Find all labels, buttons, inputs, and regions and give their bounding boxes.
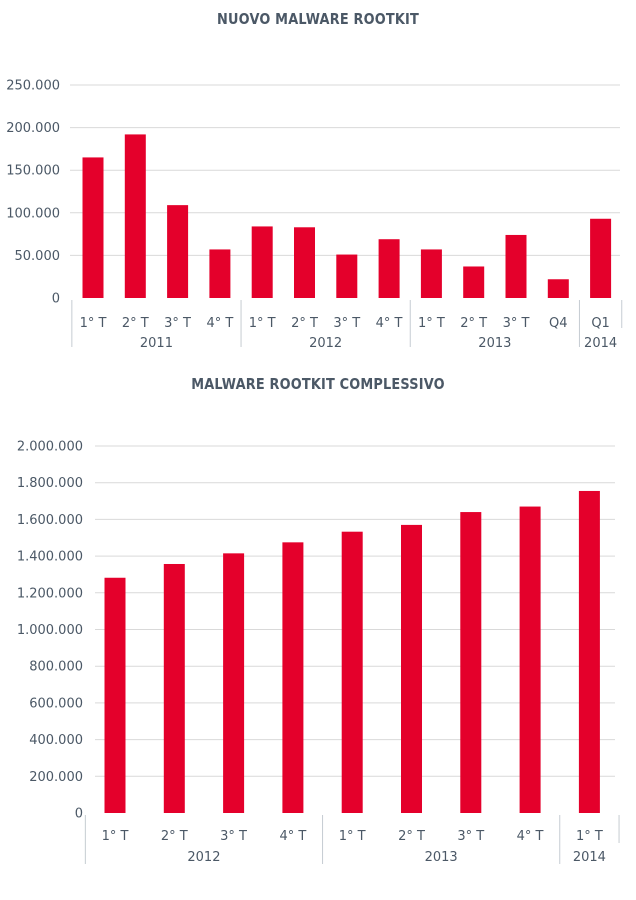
x-tick-label: 1° T <box>249 316 276 331</box>
bar <box>460 512 482 813</box>
bar <box>378 239 400 298</box>
y-tick-label: 1.200.000 <box>17 586 83 601</box>
x-tick-label: Q1 <box>591 316 610 331</box>
y-tick-label: 0 <box>52 292 60 307</box>
x-tick-label: 1° T <box>339 829 366 844</box>
chart-title-new-rootkit: NUOVO MALWARE ROOTKIT <box>217 10 419 28</box>
y-tick-label: 100.000 <box>6 206 60 221</box>
y-tick-label: 800.000 <box>29 660 83 675</box>
y-tick-label: 1.400.000 <box>17 550 83 565</box>
chart-title-total-rootkit: MALWARE ROOTKIT COMPLESSIVO <box>191 375 445 393</box>
chart-total-rootkit: 0 200.000 400.000 600.000 800.000 1.000.000 1.… <box>17 440 620 865</box>
bar <box>463 266 485 298</box>
bar <box>505 234 527 298</box>
x-group-label: 2012 <box>187 850 220 865</box>
bar <box>420 249 442 298</box>
x-tick-label: 1° T <box>102 829 129 844</box>
x-tick-label: 3° T <box>457 829 484 844</box>
y-tick-label: 1.600.000 <box>17 513 83 528</box>
x-tick-label: 2° T <box>122 316 149 331</box>
y-tick-label: 1.800.000 <box>17 476 83 491</box>
bar <box>282 542 304 813</box>
y-tick-label: 50.000 <box>15 249 61 264</box>
bar <box>336 254 358 298</box>
x-tick-label: 4° T <box>376 316 403 331</box>
x-tick-label: 1° T <box>576 829 603 844</box>
x-group-label: 2014 <box>573 850 606 865</box>
bar <box>547 279 569 298</box>
chart-new-rootkit: 0 50.000 100.000 150.000 200.000 250.000 1° T 2… <box>6 79 623 351</box>
x-group-label: 2011 <box>140 336 173 351</box>
bar <box>401 524 422 813</box>
bar <box>590 218 612 298</box>
x-tick-label: Q4 <box>549 316 568 331</box>
bar <box>223 553 245 813</box>
bar <box>251 226 273 298</box>
bar <box>104 577 126 813</box>
x-tick-label: 1° T <box>418 316 445 331</box>
bar <box>82 157 104 298</box>
x-tick-label: 2° T <box>460 316 487 331</box>
y-tick-label: 200.000 <box>29 770 83 785</box>
y-tick-label: 250.000 <box>6 79 60 94</box>
x-group-label: 2013 <box>425 850 458 865</box>
x-group-label: 2013 <box>478 336 511 351</box>
x-tick-label: 1° T <box>80 316 107 331</box>
x-tick-label: 4° T <box>206 316 233 331</box>
x-tick-label: 3° T <box>220 829 247 844</box>
bar <box>341 531 363 813</box>
y-tick-label: 200.000 <box>6 121 60 136</box>
x-group-label: 2012 <box>309 336 342 351</box>
x-tick-label: 3° T <box>164 316 191 331</box>
x-tick-label: 4° T <box>279 829 306 844</box>
y-tick-label: 0 <box>75 807 83 822</box>
x-group-label: 2014 <box>584 336 617 351</box>
y-tick-label: 150.000 <box>6 164 60 179</box>
y-tick-label: 400.000 <box>29 733 83 748</box>
x-tick-label: 2° T <box>161 829 188 844</box>
bar <box>124 134 146 298</box>
bar <box>578 490 600 813</box>
bar <box>519 506 541 813</box>
bar <box>294 227 315 298</box>
bar <box>167 205 189 298</box>
y-tick-label: 2.000.000 <box>17 440 83 455</box>
x-tick-label: 3° T <box>503 316 530 331</box>
bar <box>209 249 231 298</box>
x-tick-label: 4° T <box>517 829 544 844</box>
y-tick-label: 1.000.000 <box>17 623 83 638</box>
x-tick-label: 2° T <box>291 316 318 331</box>
bar <box>163 563 185 813</box>
x-tick-label: 2° T <box>398 829 425 844</box>
y-tick-label: 600.000 <box>29 696 83 711</box>
x-tick-label: 3° T <box>333 316 360 331</box>
